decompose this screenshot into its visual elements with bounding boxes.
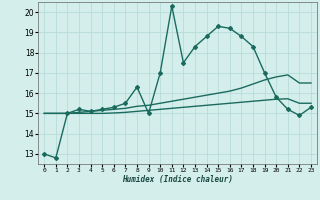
X-axis label: Humidex (Indice chaleur): Humidex (Indice chaleur) xyxy=(122,175,233,184)
